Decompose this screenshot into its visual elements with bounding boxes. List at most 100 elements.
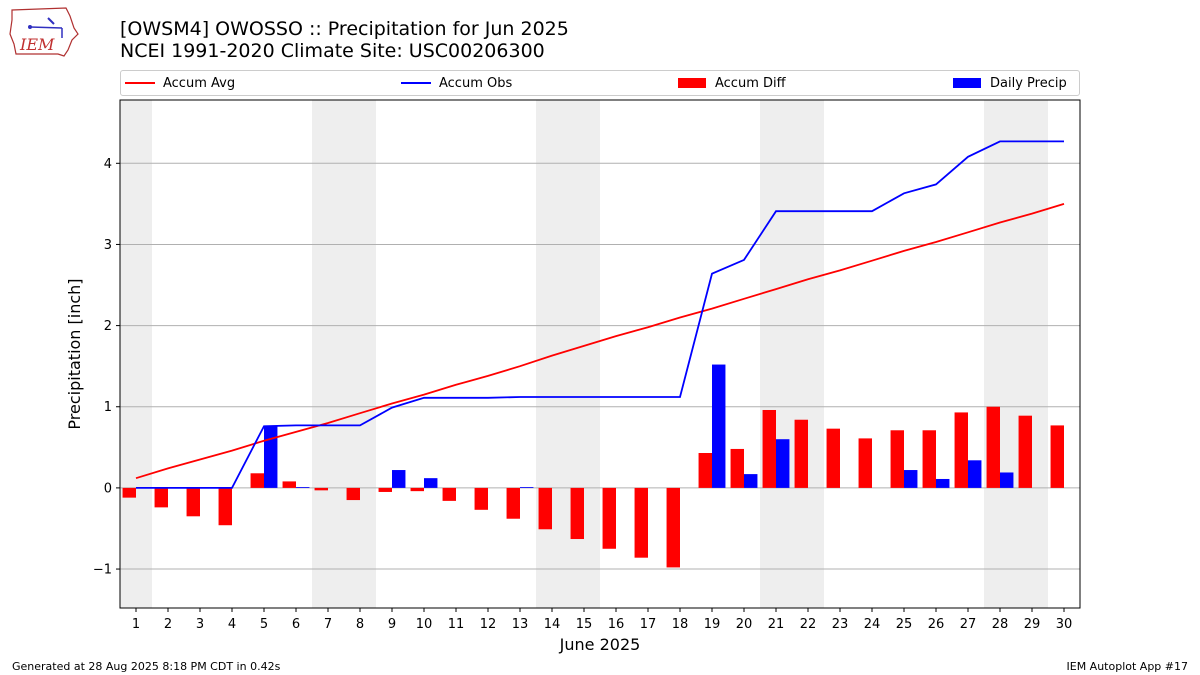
accum-obs-line	[136, 140, 1064, 489]
plot-frame	[119, 99, 1081, 609]
weekend-shade-3	[760, 100, 824, 608]
xtick-label-9: 9	[388, 617, 396, 632]
xtick-label-15: 15	[576, 617, 593, 632]
accum-diff-bar-day-12	[474, 487, 488, 510]
accum-diff-bar-day-23	[826, 428, 840, 488]
ytick-label-0: −1	[93, 563, 112, 578]
accum-diff-bar-day-25	[890, 430, 904, 488]
accum-diff-bar-day-7	[314, 487, 328, 491]
x-axis-label: June 2025	[559, 635, 641, 654]
legend-swatch-daily-precip	[953, 78, 981, 88]
xtick-label-7: 7	[324, 617, 332, 632]
xtick-label-21: 21	[768, 617, 785, 632]
legend-item-accum-diff: Accum Diff	[678, 71, 786, 95]
chart-subtitle: NCEI 1991-2020 Climate Site: USC00206300	[120, 40, 545, 62]
weekend-shade-2	[536, 100, 600, 608]
accum-diff-bar-day-13	[506, 487, 520, 519]
legend-item-daily-precip: Daily Precip	[953, 71, 1067, 95]
daily-precip-bar-day-13	[520, 487, 534, 488]
accum-diff-bar-day-16	[602, 487, 616, 549]
legend-label-accum-avg: Accum Avg	[163, 75, 236, 91]
accum-diff-bar-day-18	[666, 487, 680, 568]
xtick-label-4: 4	[228, 617, 236, 632]
accum-diff-bar-day-4	[218, 487, 232, 526]
xtick-label-22: 22	[800, 617, 817, 632]
ytick-label-3: 2	[104, 319, 112, 334]
ytick-label-4: 3	[104, 238, 112, 253]
xtick-label-17: 17	[640, 617, 657, 632]
accum-diff-bar-day-14	[538, 487, 552, 530]
daily-precip-bar-day-6	[296, 487, 310, 488]
xtick-label-12: 12	[480, 617, 497, 632]
ytick-label-5: 4	[104, 157, 112, 172]
accum-diff-bar-day-29	[1018, 415, 1032, 488]
daily-precip-bar-day-28	[1000, 472, 1014, 488]
xtick-label-11: 11	[448, 617, 465, 632]
accum-diff-bar-day-19	[698, 453, 712, 488]
daily-precip-bar-day-10	[424, 478, 438, 488]
xtick-label-28: 28	[992, 617, 1009, 632]
daily-precip-bar-day-25	[904, 470, 918, 488]
daily-precip-bar-day-20	[744, 474, 758, 488]
weekend-shade-4	[984, 100, 1048, 608]
xtick-label-25: 25	[896, 617, 913, 632]
daily-precip-bar-day-26	[936, 478, 950, 488]
legend-label-accum-obs: Accum Obs	[439, 75, 513, 91]
xtick-label-27: 27	[960, 617, 977, 632]
accum-diff-bar-day-22	[794, 419, 808, 488]
daily-precip-bar-day-5	[264, 426, 278, 488]
accum-diff-bar-day-6	[282, 481, 296, 488]
ytick-label-1: 0	[104, 481, 112, 496]
accum-diff-bar-day-1	[122, 487, 136, 498]
xtick-label-1: 1	[132, 617, 140, 632]
accum-diff-bar-day-30	[1050, 425, 1064, 488]
xtick-label-10: 10	[416, 617, 433, 632]
accum-diff-bar-day-15	[570, 487, 584, 540]
accum-avg-line	[135, 203, 1065, 480]
logo-text: IEM	[19, 35, 55, 54]
generated-timestamp: Generated at 28 Aug 2025 8:18 PM CDT in …	[12, 660, 281, 673]
xtick-label-26: 26	[928, 617, 945, 632]
daily-precip-bar-day-19	[712, 364, 726, 488]
accum-diff-bar-day-20	[730, 448, 744, 488]
xtick-label-6: 6	[292, 617, 300, 632]
weekend-shade-0	[120, 100, 152, 608]
xtick-label-29: 29	[1024, 617, 1041, 632]
ytick-label-2: 1	[104, 400, 112, 415]
accum-diff-bar-day-2	[154, 487, 168, 508]
xtick-label-19: 19	[704, 617, 721, 632]
accum-diff-bar-day-10	[410, 487, 424, 492]
iem-logo-icon: IEM	[9, 7, 79, 57]
accum-diff-bar-day-5	[250, 473, 264, 488]
legend-item-accum-avg: Accum Avg	[125, 71, 235, 95]
xtick-label-23: 23	[832, 617, 849, 632]
accum-diff-bar-day-27	[954, 412, 968, 488]
daily-precip-bar-day-21	[776, 439, 790, 488]
legend-item-accum-obs: Accum Obs	[401, 71, 512, 95]
chart-legend: Accum Avg Accum Obs Accum Diff Daily Pre…	[120, 70, 1080, 96]
xtick-label-18: 18	[672, 617, 689, 632]
accum-diff-bar-day-11	[442, 487, 456, 501]
accum-diff-bar-day-9	[378, 487, 392, 492]
xtick-label-3: 3	[196, 617, 204, 632]
accum-diff-bar-day-24	[858, 438, 872, 488]
xtick-label-8: 8	[356, 617, 364, 632]
xtick-label-13: 13	[512, 617, 529, 632]
xtick-label-24: 24	[864, 617, 881, 632]
legend-swatch-accum-avg	[125, 82, 155, 84]
legend-label-accum-diff: Accum Diff	[715, 75, 786, 91]
weekend-shade-1	[312, 100, 376, 608]
accum-diff-bar-day-26	[922, 430, 936, 488]
chart-title: [OWSM4] OWOSSO :: Precipitation for Jun …	[120, 18, 569, 40]
accum-diff-bar-day-28	[986, 406, 1000, 488]
accum-diff-bar-day-8	[346, 487, 360, 501]
legend-swatch-accum-diff	[678, 78, 706, 88]
accum-diff-bar-day-3	[186, 487, 200, 517]
daily-precip-bar-day-9	[392, 470, 406, 488]
xtick-label-30: 30	[1056, 617, 1073, 632]
daily-precip-bar-day-27	[968, 460, 982, 488]
legend-label-daily-precip: Daily Precip	[990, 75, 1067, 91]
y-axis-label: Precipitation [inch]	[65, 278, 84, 429]
accum-diff-bar-day-21	[762, 409, 776, 488]
